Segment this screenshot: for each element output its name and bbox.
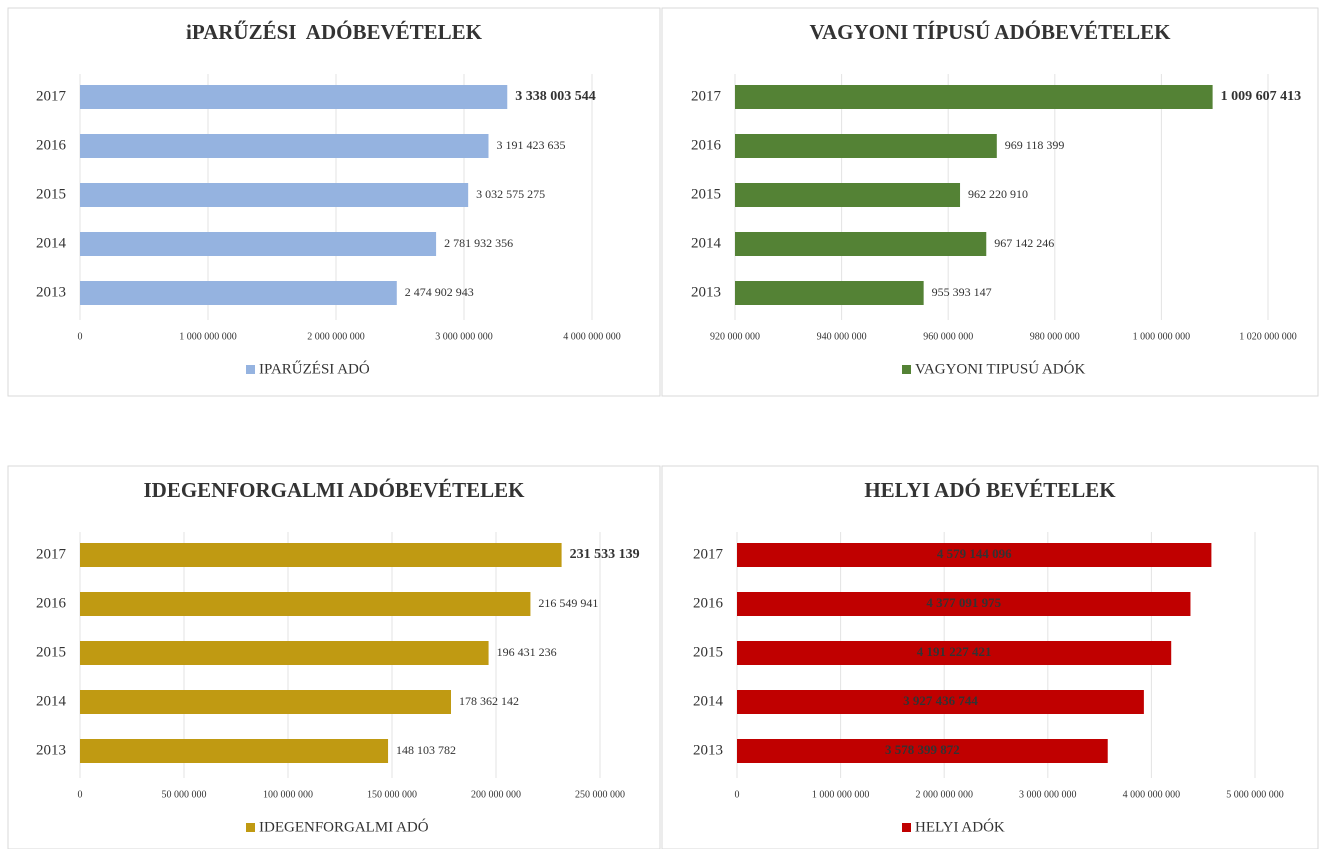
x-tick-label: 0 [78,331,83,342]
bar [80,85,508,109]
bar [80,183,469,207]
bar [735,134,997,158]
x-tick-label: 920 000 000 [710,331,760,342]
bar [737,690,1144,714]
data-label: 178 362 142 [459,694,519,708]
data-label: 967 142 246 [994,236,1054,250]
data-label: 3 338 003 544 [515,89,596,104]
data-label: 216 549 941 [538,596,598,610]
y-tick-label: 2017 [691,88,722,104]
legend-label: HELYI ADÓK [915,818,1005,835]
y-tick-label: 2017 [36,88,67,104]
x-tick-label: 100 000 000 [263,789,313,800]
y-tick-label: 2014 [691,235,722,251]
y-tick-label: 2017 [36,546,67,562]
x-tick-label: 200 000 000 [471,789,521,800]
y-tick-label: 2013 [36,742,66,758]
x-tick-label: 980 000 000 [1030,331,1080,342]
bar [735,232,987,256]
bar [80,592,531,616]
legend-label: VAGYONI TIPUSÚ ADÓK [915,360,1085,377]
data-label: 3 578 399 872 [885,742,960,757]
x-tick-label: 1 020 000 000 [1239,331,1297,342]
bar [80,281,397,305]
y-tick-label: 2015 [693,644,723,660]
data-label: 2 474 902 943 [405,285,474,299]
y-tick-label: 2015 [691,186,721,202]
y-tick-label: 2016 [691,137,722,153]
y-tick-label: 2014 [36,693,67,709]
data-label: 4 579 144 096 [937,546,1012,561]
y-tick-label: 2015 [36,644,66,660]
data-label: 3 032 575 275 [476,187,545,201]
x-tick-label: 2 000 000 000 [307,331,365,342]
bar [737,739,1108,763]
x-tick-label: 2 000 000 000 [915,789,973,800]
x-tick-label: 50 000 000 [162,789,207,800]
x-tick-label: 3 000 000 000 [1019,789,1077,800]
legend-swatch [902,823,911,832]
data-label: 4 191 227 421 [917,644,992,659]
bar [735,85,1213,109]
x-tick-label: 5 000 000 000 [1226,789,1284,800]
legend-label: IDEGENFORGALMI ADÓ [259,818,429,835]
bar [737,641,1172,665]
x-tick-label: 1 000 000 000 [812,789,870,800]
x-tick-label: 1 000 000 000 [1133,331,1191,342]
y-tick-label: 2013 [36,284,66,300]
legend-swatch [246,823,255,832]
x-tick-label: 940 000 000 [817,331,867,342]
data-label: 231 533 139 [570,547,640,562]
bar [737,592,1191,616]
chart-title: IDEGENFORGALMI ADÓBEVÉTELEK [144,478,526,502]
legend-swatch [246,365,255,374]
x-tick-label: 960 000 000 [923,331,973,342]
chart-title: HELYI ADÓ BEVÉTELEK [864,478,1116,502]
x-tick-label: 1 000 000 000 [179,331,237,342]
data-label: 3 191 423 635 [497,138,566,152]
y-tick-label: 2013 [691,284,721,300]
data-label: 3 927 436 744 [903,693,978,708]
y-tick-label: 2015 [36,186,66,202]
bar [80,641,489,665]
y-tick-label: 2016 [36,595,67,611]
data-label: 196 431 236 [497,645,557,659]
bar [80,134,489,158]
data-label: 955 393 147 [932,285,992,299]
y-tick-label: 2014 [36,235,67,251]
y-tick-label: 2016 [36,137,67,153]
y-tick-label: 2014 [693,693,724,709]
legend-label: IPARŰZÉSI ADÓ [259,360,370,377]
x-tick-label: 150 000 000 [367,789,417,800]
bar [80,690,451,714]
bar [80,232,437,256]
data-label: 148 103 782 [396,743,456,757]
y-tick-label: 2016 [693,595,724,611]
legend-swatch [902,365,911,374]
bar [80,739,389,763]
y-tick-label: 2017 [693,546,724,562]
bar [80,543,562,567]
data-label: 2 781 932 356 [444,236,513,250]
x-tick-label: 0 [735,789,740,800]
data-label: 969 118 399 [1005,138,1065,152]
data-label: 962 220 910 [968,187,1028,201]
x-tick-label: 0 [78,789,83,800]
chart-title: iPARŰZÉSI ADÓBEVÉTELEK [186,20,483,44]
bar [735,183,961,207]
x-tick-label: 4 000 000 000 [1123,789,1181,800]
x-tick-label: 250 000 000 [575,789,625,800]
bar [737,543,1212,567]
x-tick-label: 3 000 000 000 [435,331,493,342]
bar [735,281,924,305]
chart-title: VAGYONI TÍPUSÚ ADÓBEVÉTELEK [810,20,1172,44]
x-tick-label: 4 000 000 000 [563,331,621,342]
data-label: 1 009 607 413 [1221,89,1302,104]
y-tick-label: 2013 [693,742,723,758]
data-label: 4 377 091 975 [926,595,1001,610]
